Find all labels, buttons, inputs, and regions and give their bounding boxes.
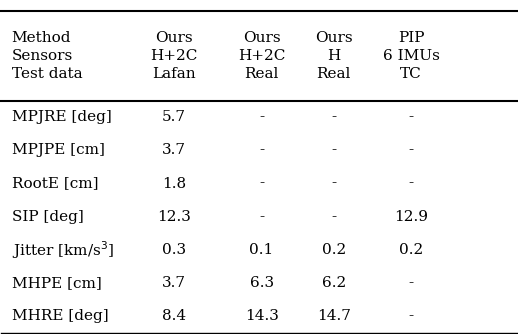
Text: 14.3: 14.3 [244, 309, 279, 323]
Text: -: - [331, 177, 336, 191]
Text: 12.3: 12.3 [157, 210, 191, 224]
Text: MHRE [deg]: MHRE [deg] [12, 309, 108, 323]
Text: 5.7: 5.7 [162, 110, 186, 124]
Text: Method
Sensors
Test data: Method Sensors Test data [12, 31, 82, 81]
Text: 0.2: 0.2 [399, 243, 423, 257]
Text: 3.7: 3.7 [162, 276, 186, 290]
Text: Ours
H+2C
Lafan: Ours H+2C Lafan [150, 31, 198, 81]
Text: -: - [259, 177, 264, 191]
Text: Jitter [km/s$^3$]: Jitter [km/s$^3$] [12, 239, 114, 261]
Text: -: - [331, 210, 336, 224]
Text: 0.2: 0.2 [322, 243, 346, 257]
Text: -: - [331, 110, 336, 124]
Text: Ours
H
Real: Ours H Real [315, 31, 353, 81]
Text: 14.7: 14.7 [317, 309, 351, 323]
Text: -: - [408, 110, 413, 124]
Text: 0.1: 0.1 [250, 243, 274, 257]
Text: 3.7: 3.7 [162, 143, 186, 157]
Text: -: - [259, 210, 264, 224]
Text: -: - [408, 309, 413, 323]
Text: 6.2: 6.2 [322, 276, 346, 290]
Text: 8.4: 8.4 [162, 309, 186, 323]
Text: -: - [259, 143, 264, 157]
Text: -: - [408, 276, 413, 290]
Text: PIP
6 IMUs
TC: PIP 6 IMUs TC [383, 31, 439, 81]
Text: MPJPE [cm]: MPJPE [cm] [12, 143, 105, 157]
Text: -: - [331, 143, 336, 157]
Text: 1.8: 1.8 [162, 177, 186, 191]
Text: -: - [408, 143, 413, 157]
Text: -: - [259, 110, 264, 124]
Text: MPJRE [deg]: MPJRE [deg] [12, 110, 111, 124]
Text: 6.3: 6.3 [250, 276, 274, 290]
Text: SIP [deg]: SIP [deg] [12, 210, 83, 224]
Text: RootE [cm]: RootE [cm] [12, 177, 98, 191]
Text: -: - [408, 177, 413, 191]
Text: 12.9: 12.9 [394, 210, 428, 224]
Text: MHPE [cm]: MHPE [cm] [12, 276, 102, 290]
Text: 0.3: 0.3 [162, 243, 186, 257]
Text: Ours
H+2C
Real: Ours H+2C Real [238, 31, 285, 81]
